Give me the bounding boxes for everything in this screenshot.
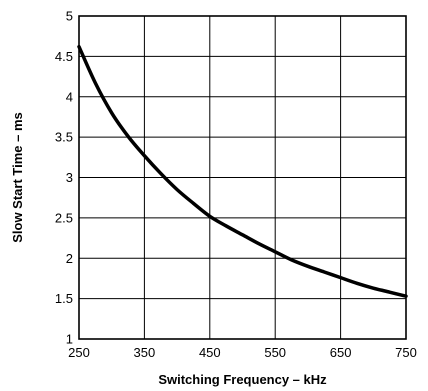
x-tick-label: 650 xyxy=(330,345,352,360)
y-tick-label: 3.5 xyxy=(55,130,73,145)
gridlines xyxy=(78,15,407,340)
y-tick-label: 1.5 xyxy=(55,291,73,306)
y-tick-label: 2.5 xyxy=(55,210,73,225)
x-tick-label: 250 xyxy=(68,345,90,360)
y-axis-title: Slow Start Time – ms xyxy=(10,112,25,243)
x-tick-label: 750 xyxy=(395,345,417,360)
plot-frame xyxy=(78,15,407,340)
x-tick-label: 450 xyxy=(199,345,221,360)
y-tick-label: 3 xyxy=(66,170,73,185)
series-layer xyxy=(77,44,408,298)
y-tick-label: 4 xyxy=(66,89,73,104)
y-tick-label: 4.5 xyxy=(55,49,73,64)
y-tick-label: 5 xyxy=(66,9,73,24)
series-line-0 xyxy=(77,44,408,298)
x-tick-label: 350 xyxy=(134,345,156,360)
x-axis-title: Switching Frequency – kHz xyxy=(158,372,327,387)
x-tick-labels: 250 350 450 550 650 750 xyxy=(68,345,417,360)
y-tick-label: 2 xyxy=(66,251,73,266)
y-tick-label: 1 xyxy=(66,332,73,347)
y-tick-labels: 1 1.5 2 2.5 3 3.5 4 4.5 5 xyxy=(55,9,73,347)
x-tick-label: 550 xyxy=(264,345,286,360)
